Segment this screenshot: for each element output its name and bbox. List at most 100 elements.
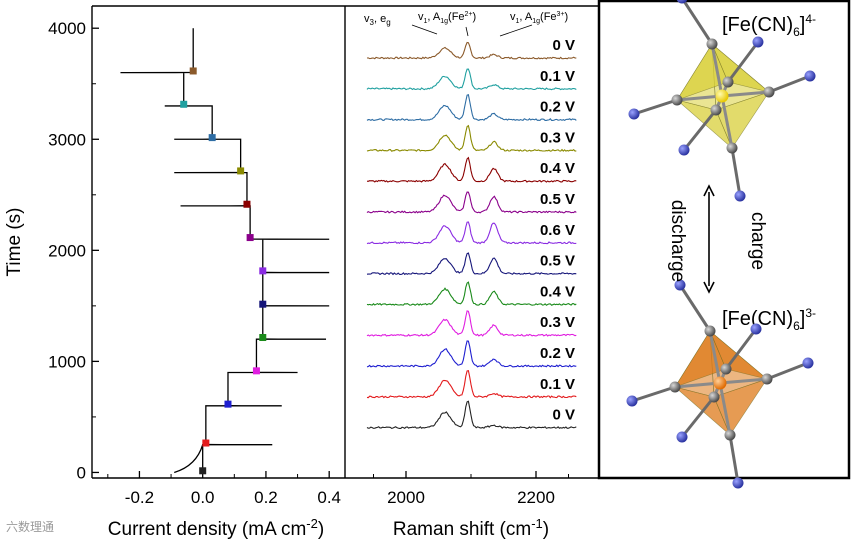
panel2-x-tick-label: 2200 xyxy=(517,488,555,507)
panel1-step-curve xyxy=(262,271,330,306)
raman-spectrum-line xyxy=(366,340,577,368)
raman-voltage-label: 0.2 V xyxy=(540,99,575,116)
panel1-step-marker xyxy=(202,439,210,447)
nitrogen-atom xyxy=(676,431,688,443)
carbon-atom xyxy=(708,391,720,403)
panel1-x-tick-label: 0.2 xyxy=(254,488,278,507)
raman-spectrum-line xyxy=(366,68,577,91)
nitrogen-atom xyxy=(678,144,690,156)
fe-c-bond xyxy=(708,330,722,384)
nitrogen-atom xyxy=(750,323,762,335)
fe-c-bond xyxy=(710,43,724,97)
carbon-atom xyxy=(761,373,773,385)
raman-spectrum-line xyxy=(366,370,577,399)
carbon-atom xyxy=(704,325,716,337)
structure-bottom-formula: [Fe(CN)6]3- xyxy=(722,306,816,333)
raman-voltage-label: 0.1 V xyxy=(540,68,575,85)
panel1-y-tick-label: 3000 xyxy=(48,130,86,149)
annotation-leader-fe3 xyxy=(499,24,533,37)
nitrogen-atom xyxy=(732,477,744,489)
raman-spectrum-line xyxy=(366,191,577,214)
panel1-y-axis-title: Time (s) xyxy=(4,208,25,277)
panel1-step-marker xyxy=(208,134,216,142)
iron-atom xyxy=(715,89,729,103)
panel1-step-curve xyxy=(262,304,330,340)
fe-c-bond xyxy=(719,377,768,385)
annotation-leader-eg xyxy=(411,24,438,35)
panel1-y-tick-label: 4000 xyxy=(48,19,86,38)
panel1-step-marker xyxy=(237,167,245,175)
c-n-bond xyxy=(678,284,712,332)
charge-label: charge xyxy=(747,212,768,270)
fe-c-bond xyxy=(721,90,770,98)
chronoamperometry-panel: 0 1000 2000 3000 4000 -0.2 0.0 0.2 0.4 Time (s)… xyxy=(4,5,345,540)
annotation-v3-eg: v3, eg xyxy=(364,13,391,27)
nitrogen-atom xyxy=(674,279,686,291)
carbon-atom xyxy=(710,104,722,116)
octahedron-face xyxy=(711,43,770,93)
fe-c-bond xyxy=(676,94,723,102)
raman-voltage-label: 0.3 V xyxy=(540,129,575,146)
panel2-voltage-labels: 0 V 0.1 V 0.2 V 0.3 V 0.4 V 0.5 V 0.6 V 0.5 V 0.… xyxy=(540,37,575,424)
nitrogen-atom xyxy=(752,36,764,48)
discharge-arrow xyxy=(703,184,715,294)
annotation-a1g-fe3: v1, A1g(Fe3+) xyxy=(510,11,568,25)
panel1-step-marker xyxy=(252,367,260,375)
carbon-atom xyxy=(720,363,732,375)
octahedron-face xyxy=(709,330,768,380)
fe-c-bond xyxy=(718,382,732,436)
structure-top-formula: [Fe(CN)6]4- xyxy=(722,12,816,39)
c-n-bond xyxy=(680,396,716,438)
panel1-step-curve xyxy=(227,371,298,406)
c-n-bond xyxy=(682,109,718,151)
c-n-bond xyxy=(726,41,760,83)
nitrogen-atom xyxy=(626,395,638,407)
annotation-a1g-fe2: v1, A1g(Fe2+) xyxy=(418,11,476,25)
c-n-bond xyxy=(724,328,758,370)
panel1-series xyxy=(120,28,330,475)
panel1-step-marker xyxy=(259,300,267,308)
panel1-step-curve xyxy=(205,404,282,445)
discharge-label: discharge xyxy=(667,200,688,282)
nitrogen-atom xyxy=(802,357,814,369)
c-n-bond xyxy=(766,361,809,381)
fe-c-bond xyxy=(674,381,721,389)
panel2-x-axis-title: Raman shift (cm-1) xyxy=(393,516,549,540)
carbon-atom xyxy=(724,429,736,441)
panel1-initial-segment xyxy=(174,444,204,474)
panel1-x-tick-label: -0.2 xyxy=(125,488,154,507)
panel1-y-ticks: 0 1000 2000 3000 4000 xyxy=(48,19,99,482)
structure-panel: [Fe(CN)6]4- [Fe(CN)6]3- discharge charge xyxy=(597,0,851,489)
panel1-step-curve xyxy=(202,443,273,473)
carbon-atom xyxy=(726,142,738,154)
raman-voltage-label: 0.1 V xyxy=(540,376,575,393)
panel1-step-curve xyxy=(180,205,251,240)
panel1-step-curve xyxy=(174,171,248,206)
panel1-x-ticks: -0.2 0.0 0.2 0.4 xyxy=(107,471,341,507)
panel1-y-tick-label: 0 xyxy=(77,463,86,482)
carbon-atom xyxy=(763,86,775,98)
ferrocyanide-octahedron xyxy=(628,0,816,202)
raman-voltage-label: 0 V xyxy=(552,37,575,54)
raman-spectrum-line xyxy=(366,221,577,245)
panel2-series xyxy=(366,41,577,430)
raman-spectrum-line xyxy=(366,41,577,60)
carbon-atom xyxy=(706,38,718,50)
structure-panel-border xyxy=(597,0,851,480)
panel2-x-ticks: 2000 2200 xyxy=(373,471,569,507)
raman-spectrum-line xyxy=(366,400,577,430)
nitrogen-atom xyxy=(628,108,640,120)
raman-spectrum-line xyxy=(366,252,577,276)
watermark: 六数理通 xyxy=(6,519,54,534)
raman-voltage-label: 0.2 V xyxy=(540,345,575,362)
raman-spectrum-line xyxy=(366,310,577,337)
carbon-atom xyxy=(669,381,681,393)
nitrogen-atom xyxy=(734,190,746,202)
raman-voltage-label: 0.4 V xyxy=(540,283,575,300)
panel1-step-marker xyxy=(259,267,267,275)
panel1-x-tick-label: 0.0 xyxy=(191,488,215,507)
panel1-step-curve xyxy=(164,105,213,140)
panel1-y-tick-label: 1000 xyxy=(48,352,86,371)
raman-voltage-label: 0.5 V xyxy=(540,191,575,208)
